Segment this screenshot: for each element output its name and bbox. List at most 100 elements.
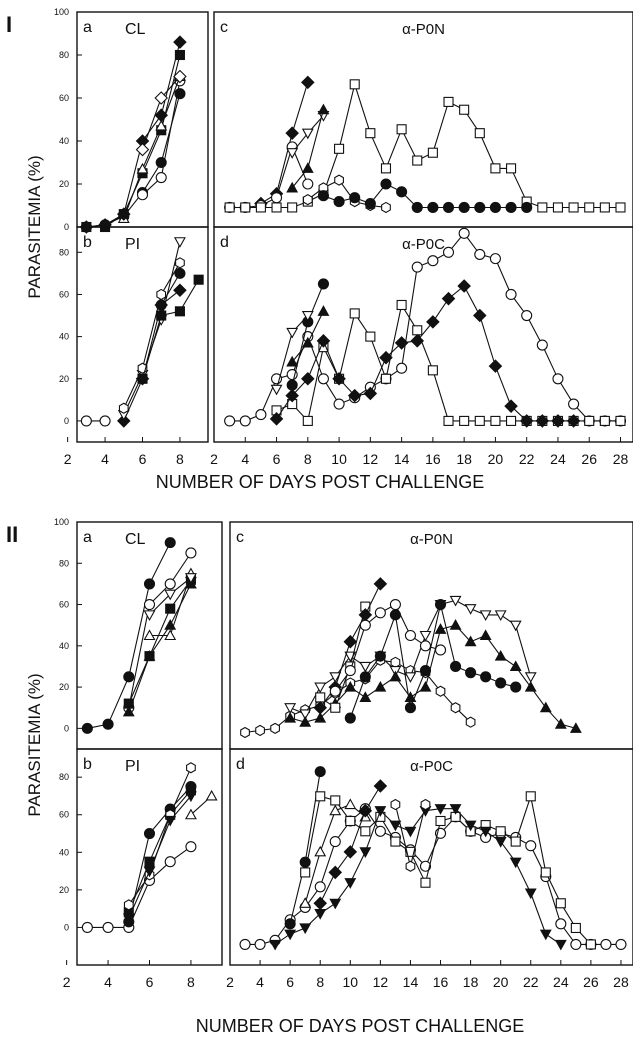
data-point-filled-circle: [284, 918, 296, 930]
data-point-filled-triangle: [314, 711, 327, 723]
data-point-filled-diamond: [358, 803, 373, 818]
series-line: [276, 285, 574, 422]
data-point-filled-square: [174, 306, 185, 317]
data-point-open-triangle: [329, 804, 342, 816]
data-point-open-square: [412, 325, 423, 336]
x-tick-label: 14: [394, 451, 410, 467]
data-point-open-triangle-down: [164, 589, 177, 601]
data-point-open-circle: [239, 415, 251, 427]
data-point-filled-triangle: [122, 705, 135, 717]
data-point-open-circle: [136, 189, 149, 201]
data-point-filled-diamond: [441, 291, 456, 306]
data-point-open-circle: [302, 178, 314, 190]
data-point-filled-diamond: [504, 399, 518, 413]
data-point-open-circle: [254, 938, 266, 950]
data-point-filled-triangle: [464, 635, 477, 647]
data-point-filled-diamond: [285, 388, 299, 403]
series-open-hexagon: [390, 798, 431, 872]
data-point-open-triangle-down: [464, 604, 477, 615]
data-point-open-square: [240, 202, 251, 213]
x-tick-label: 16: [433, 974, 449, 990]
x-tick-label: 22: [519, 451, 535, 467]
data-point-open-circle: [404, 629, 416, 642]
data-point-filled-circle: [495, 677, 507, 689]
y-tick-label: 20: [59, 885, 69, 895]
data-point-open-square: [396, 299, 407, 311]
data-point-filled-diamond: [373, 779, 388, 793]
panel-label: d: [220, 234, 229, 251]
data-point-filled-triangle: [143, 650, 156, 661]
y-tick-label: 100: [54, 7, 69, 17]
data-point-filled-diamond: [410, 334, 425, 348]
data-point-filled-triangle-down: [184, 791, 197, 803]
data-point-open-square: [584, 202, 595, 213]
x-tick-label: 12: [373, 974, 389, 990]
data-point-filled-circle: [359, 671, 371, 683]
data-point-filled-triangle: [286, 355, 299, 367]
data-point-open-circle: [521, 309, 533, 322]
series-filled-circle: [317, 178, 533, 214]
x-tick-label: 26: [583, 974, 599, 990]
data-point-filled-square: [156, 310, 167, 321]
data-point-filled-diamond: [343, 634, 358, 649]
data-point-filled-triangle: [317, 103, 330, 115]
data-point-open-circle: [419, 860, 432, 872]
data-point-open-circle: [568, 398, 580, 410]
data-point-open-triangle: [136, 162, 149, 174]
data-point-open-square: [552, 202, 564, 213]
panel-label: c: [220, 19, 228, 36]
x-tick-label: 8: [316, 974, 324, 990]
data-point-open-triangle: [299, 897, 312, 908]
series-line: [141, 279, 200, 379]
data-point-open-triangle-down: [299, 709, 312, 721]
data-point-filled-triangle: [449, 619, 462, 630]
series-line: [274, 808, 562, 945]
series-filled-triangle: [286, 103, 330, 193]
data-point-open-square: [584, 415, 595, 426]
data-point-open-triangle-down: [359, 661, 372, 673]
data-point-filled-circle: [143, 578, 156, 590]
panel-title: α-P0N: [402, 21, 445, 38]
data-point-filled-diamond: [535, 414, 550, 428]
data-point-filled-circle: [419, 665, 432, 677]
data-point-open-circle: [474, 248, 486, 260]
data-point-open-square: [459, 104, 470, 115]
data-point-open-hexagon: [123, 899, 134, 911]
y-tick-label: 60: [59, 289, 69, 299]
data-point-filled-diamond: [551, 414, 565, 428]
series-open-triangle: [143, 567, 197, 641]
x-tick-label: 6: [139, 451, 147, 467]
data-point-open-square: [390, 836, 401, 847]
series-line: [304, 803, 366, 904]
data-point-filled-diamond: [328, 865, 343, 880]
data-point-open-square: [599, 415, 610, 426]
y-axis-title-II: PARASITEMIA (%): [25, 673, 44, 816]
series-filled-circle: [81, 537, 176, 734]
data-point-open-triangle-down: [284, 703, 297, 714]
series-filled-triangle: [122, 577, 197, 717]
figure-label: I: [6, 12, 12, 37]
series-line: [229, 232, 621, 422]
series-line: [128, 552, 192, 708]
data-point-open-hexagon: [302, 194, 313, 206]
series-filled-diamond: [254, 75, 315, 211]
data-point-open-square: [345, 815, 356, 827]
data-point-open-circle: [81, 921, 93, 933]
data-point-open-circle: [185, 841, 197, 853]
y-tick-label: 0: [64, 723, 69, 733]
panel-label: d: [236, 756, 245, 773]
data-point-open-square: [570, 922, 581, 934]
data-point-filled-circle: [465, 667, 477, 679]
data-point-filled-triangle: [299, 716, 312, 727]
y-tick-label: 20: [59, 682, 69, 692]
data-point-filled-triangle: [404, 691, 417, 702]
series-open-diamond: [135, 69, 187, 157]
data-point-filled-triangle-down: [344, 878, 357, 889]
series-line: [86, 54, 181, 228]
x-tick-label: 26: [581, 451, 597, 467]
data-point-open-square: [287, 202, 298, 213]
data-point-filled-circle: [123, 671, 135, 683]
data-point-filled-circle: [434, 598, 447, 611]
data-point-filled-circle: [474, 201, 486, 214]
data-point-open-square: [412, 155, 423, 166]
